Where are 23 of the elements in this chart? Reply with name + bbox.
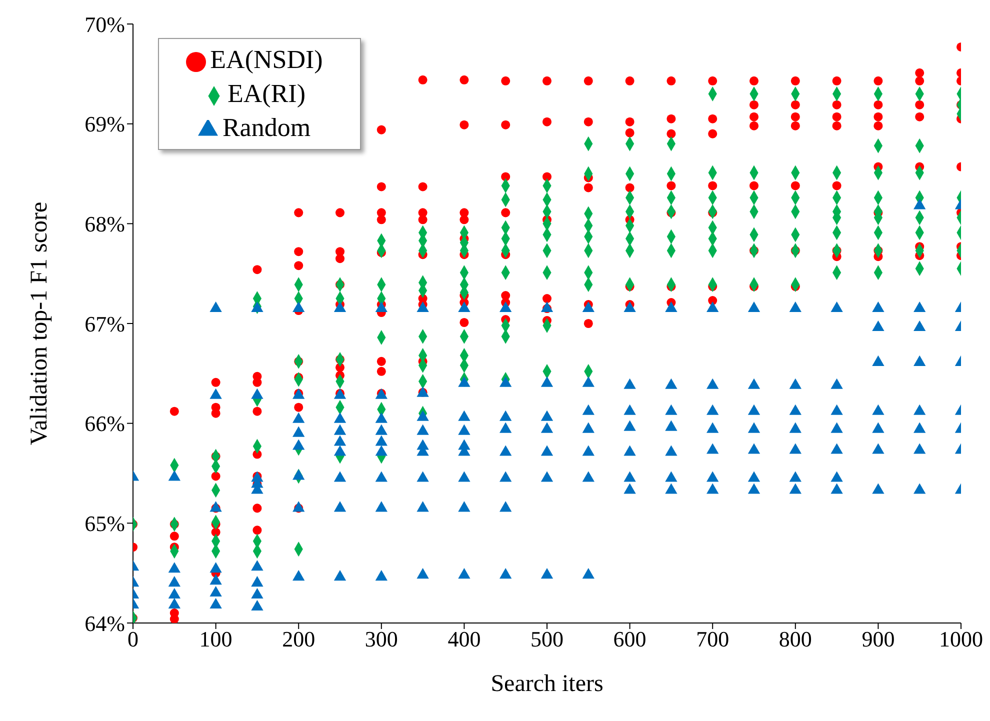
y-tick-label: 69% — [84, 112, 125, 137]
x-tick-label: 200 — [282, 626, 316, 652]
y-tick-label: 70% — [84, 12, 125, 37]
y-axis-title: Validation top-1 F1 score — [26, 202, 53, 446]
x-tick-label: 900 — [862, 626, 895, 652]
x-tick-label: 300 — [364, 626, 398, 652]
y-tick-label: 68% — [84, 211, 125, 236]
x-tick-label: 700 — [696, 626, 730, 652]
x-tick-label: 400 — [448, 626, 481, 652]
y-tick-label: 65% — [84, 510, 125, 536]
x-tick-label: 800 — [778, 626, 812, 652]
y-tick-label: 64% — [84, 610, 125, 636]
legend-label: EA(NSDI) — [210, 45, 323, 74]
x-tick-label: 600 — [613, 626, 646, 652]
x-tick-label: 100 — [199, 626, 232, 652]
legend-label: EA(RI) — [228, 79, 306, 108]
x-tick-label: 500 — [530, 626, 564, 652]
x-axis-title: Search iters — [490, 671, 604, 697]
x-tick-label: 0 — [128, 626, 138, 652]
x-tick-label: 1000 — [939, 626, 983, 652]
y-tick-label: 66% — [84, 411, 125, 436]
y-tick-label: 67% — [84, 311, 125, 336]
legend-label: Random — [222, 113, 311, 142]
